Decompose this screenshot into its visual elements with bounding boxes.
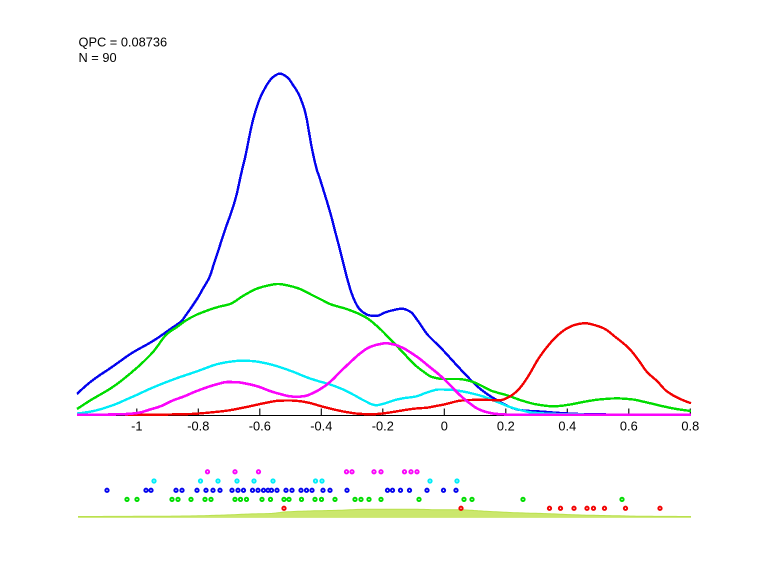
svg-text:-0.8: -0.8 bbox=[187, 419, 209, 434]
svg-text:0.2: 0.2 bbox=[497, 419, 515, 434]
svg-text:0.8: 0.8 bbox=[681, 419, 699, 434]
svg-text:-0.6: -0.6 bbox=[249, 419, 271, 434]
svg-text:0.4: 0.4 bbox=[558, 419, 576, 434]
svg-text:0.6: 0.6 bbox=[620, 419, 638, 434]
svg-text:N = 90: N = 90 bbox=[79, 50, 117, 65]
svg-text:-0.2: -0.2 bbox=[372, 419, 394, 434]
svg-text:0: 0 bbox=[441, 419, 448, 434]
svg-text:-0.4: -0.4 bbox=[310, 419, 332, 434]
svg-text:QPC = 0.08736: QPC = 0.08736 bbox=[79, 35, 168, 50]
svg-text:-1: -1 bbox=[131, 419, 142, 434]
